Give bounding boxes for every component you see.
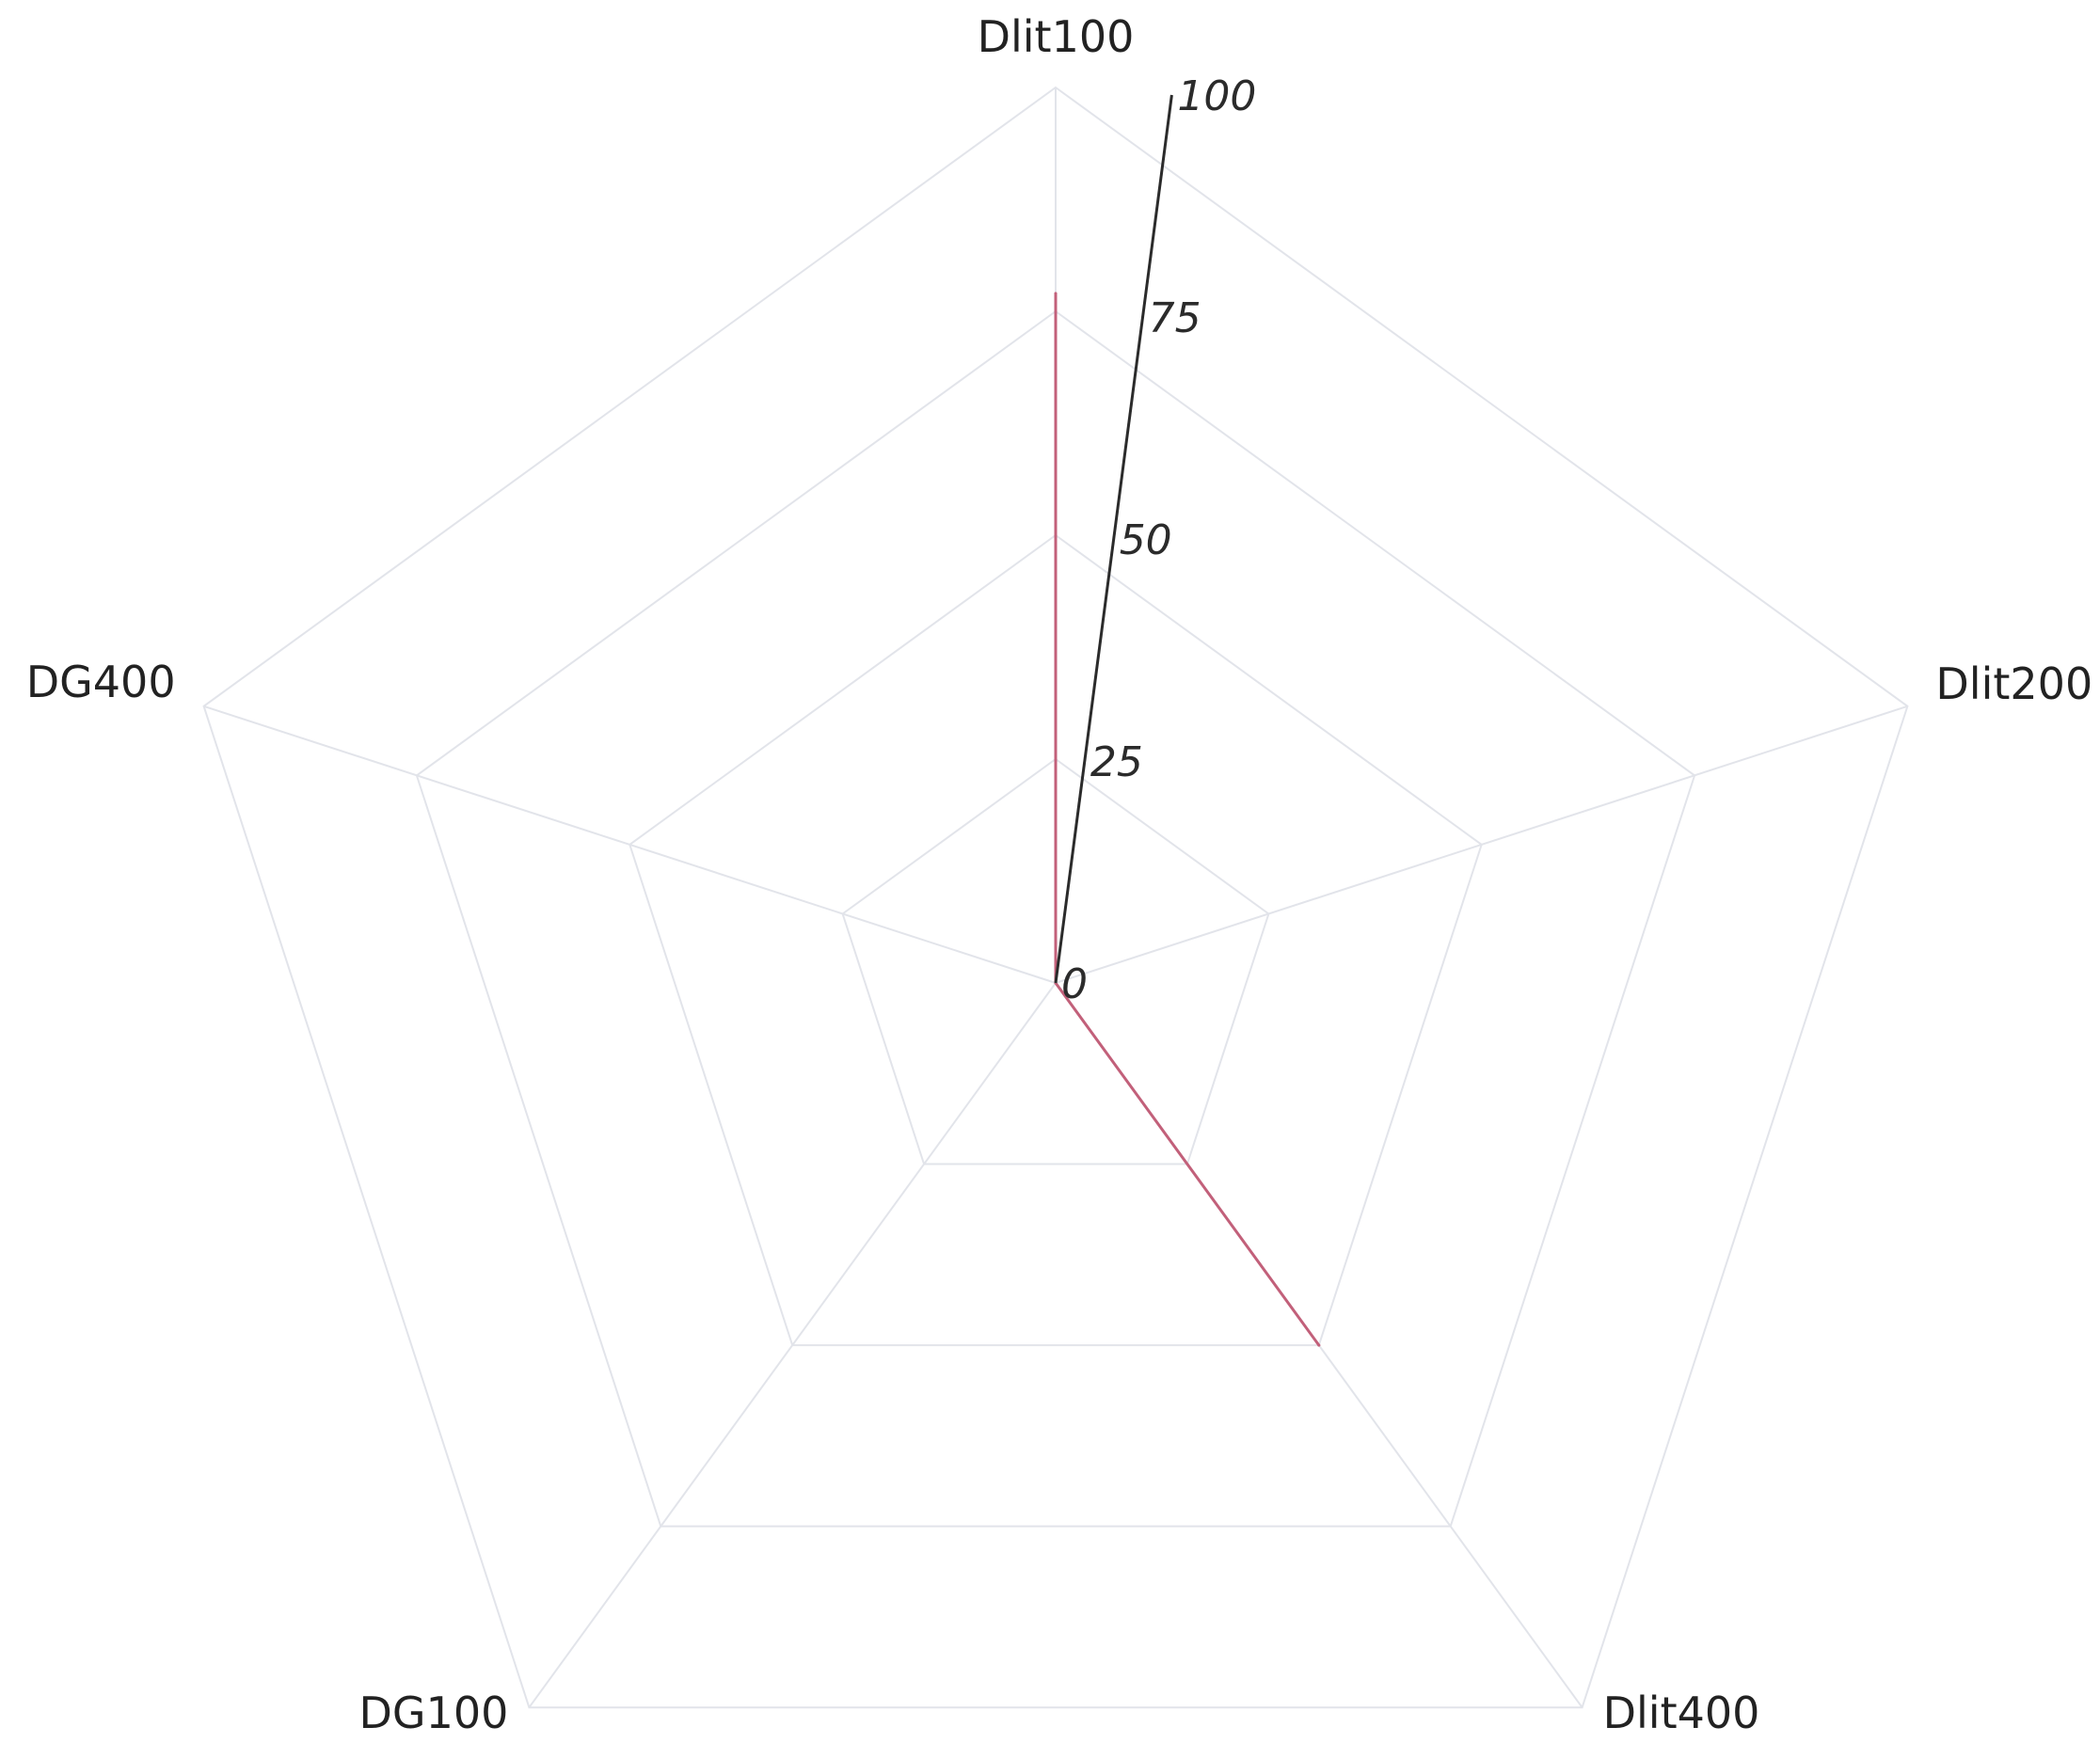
spoke-dg100 [528, 982, 1057, 1708]
radial-tick-label-100: 100 [1177, 72, 1256, 120]
category-label-dlit200: Dlit200 [1935, 658, 2092, 709]
series-layer [1054, 292, 1321, 1347]
category-label-dlit100: Dlit100 [978, 11, 1135, 62]
grid-ring-25 [841, 757, 1270, 1165]
category-labels: Dlit100 Dlit200 Dlit400 DG100 DG400 [26, 11, 2093, 1738]
category-label-dg400: DG400 [26, 657, 176, 707]
category-label-dg100: DG100 [359, 1688, 509, 1738]
radial-tick-label-75: 75 [1149, 294, 1201, 342]
series-0-point-dlit100 [1054, 292, 1058, 295]
spoke-dlit200 [1055, 705, 1908, 984]
radial-tick-label-50: 50 [1120, 516, 1172, 564]
series-0-point-dlit400 [1317, 1343, 1321, 1347]
grid-ring-50 [628, 533, 1483, 1347]
radial-axis-line [1054, 94, 1173, 984]
series-0-line [1054, 292, 1321, 1347]
category-label-dlit400: Dlit400 [1603, 1688, 1760, 1738]
spoke-dg400 [203, 705, 1057, 984]
grid-ring-100 [202, 86, 1909, 1709]
grid-ring-75 [415, 309, 1696, 1528]
radial-axis: 0 25 50 75 100 [1054, 72, 1256, 1008]
radial-tick-label-0: 0 [1061, 960, 1088, 1008]
radial-tick-label-25: 25 [1090, 738, 1143, 786]
